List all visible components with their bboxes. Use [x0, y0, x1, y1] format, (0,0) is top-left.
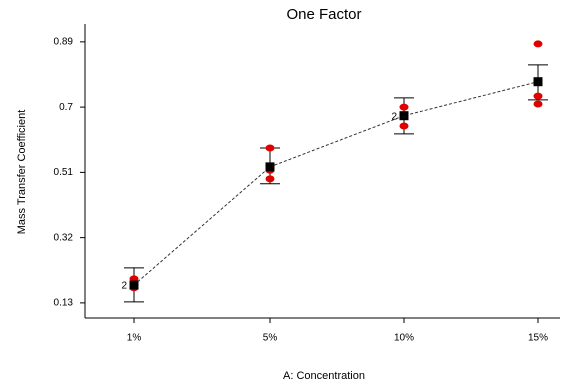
mean-marker: [265, 162, 275, 172]
mean-marker: [129, 280, 139, 290]
point-count-label: 2: [391, 111, 397, 122]
mean-marker: [533, 77, 543, 87]
design-point: [533, 100, 543, 108]
y-tick-label: 0.89: [54, 37, 74, 48]
x-tick-label: 1%: [127, 333, 142, 344]
design-point: [399, 122, 409, 130]
chart-title: One Factor: [286, 6, 361, 23]
design-point: [533, 92, 543, 100]
x-tick-label: 15%: [528, 333, 548, 344]
x-tick-label: 10%: [394, 333, 414, 344]
mean-line: [133, 81, 539, 286]
y-tick-label: 0.7: [59, 102, 73, 113]
x-axis-label: A: Concentration: [283, 370, 365, 382]
design-point: [265, 175, 275, 183]
point-count-label: 2: [121, 281, 127, 292]
y-axis-label: Mass Transfer Coefficient: [16, 110, 28, 235]
design-point: [265, 144, 275, 152]
y-tick-label: 0.13: [54, 298, 74, 309]
design-point: [399, 103, 409, 111]
x-tick-label: 5%: [263, 333, 278, 344]
y-tick-label: 0.51: [54, 167, 74, 178]
y-tick-label: 0.32: [54, 232, 74, 243]
mean-marker: [399, 111, 409, 121]
design-point: [533, 40, 543, 48]
